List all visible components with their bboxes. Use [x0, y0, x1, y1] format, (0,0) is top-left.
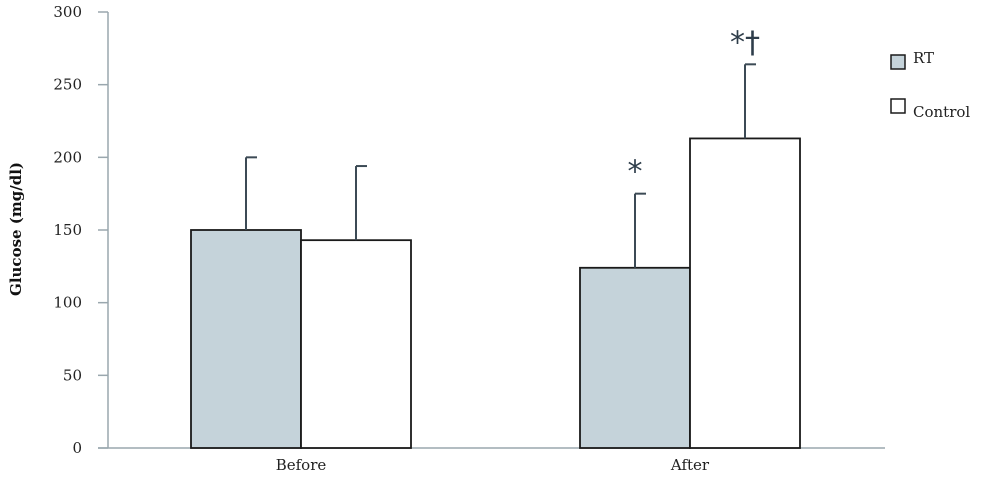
- significance-marker: *: [628, 155, 643, 190]
- error-bars: [245, 63, 756, 268]
- significance-marker: *†: [730, 25, 760, 60]
- x-tick-label: Before: [276, 456, 327, 474]
- y-tick-label: 0: [72, 439, 82, 457]
- annotations: * *†: [628, 25, 761, 189]
- y-tick-label: 50: [63, 366, 82, 384]
- bar-control-after: [689, 137, 801, 449]
- legend-swatch: [890, 54, 906, 70]
- bar-control-before: [300, 239, 412, 449]
- legend-swatch: [890, 98, 906, 114]
- y-tick-label: 250: [53, 76, 82, 94]
- legend-label: Control: [913, 103, 970, 121]
- y-tick-label: 100: [53, 294, 82, 312]
- y-axis-label: Glucose (mg/dl): [7, 162, 25, 296]
- y-tick-label: 200: [53, 148, 82, 166]
- legend: RT Control: [890, 49, 970, 121]
- x-tick-label: After: [670, 456, 710, 474]
- y-tick-label: 150: [53, 221, 82, 239]
- y-tick-label: 300: [53, 3, 82, 21]
- bar-rt-after: [579, 266, 691, 449]
- bars: [190, 137, 801, 449]
- legend-label: RT: [913, 49, 934, 67]
- legend-item-rt: RT: [890, 49, 934, 70]
- bar-rt-before: [190, 229, 302, 449]
- legend-item-control: Control: [890, 98, 970, 121]
